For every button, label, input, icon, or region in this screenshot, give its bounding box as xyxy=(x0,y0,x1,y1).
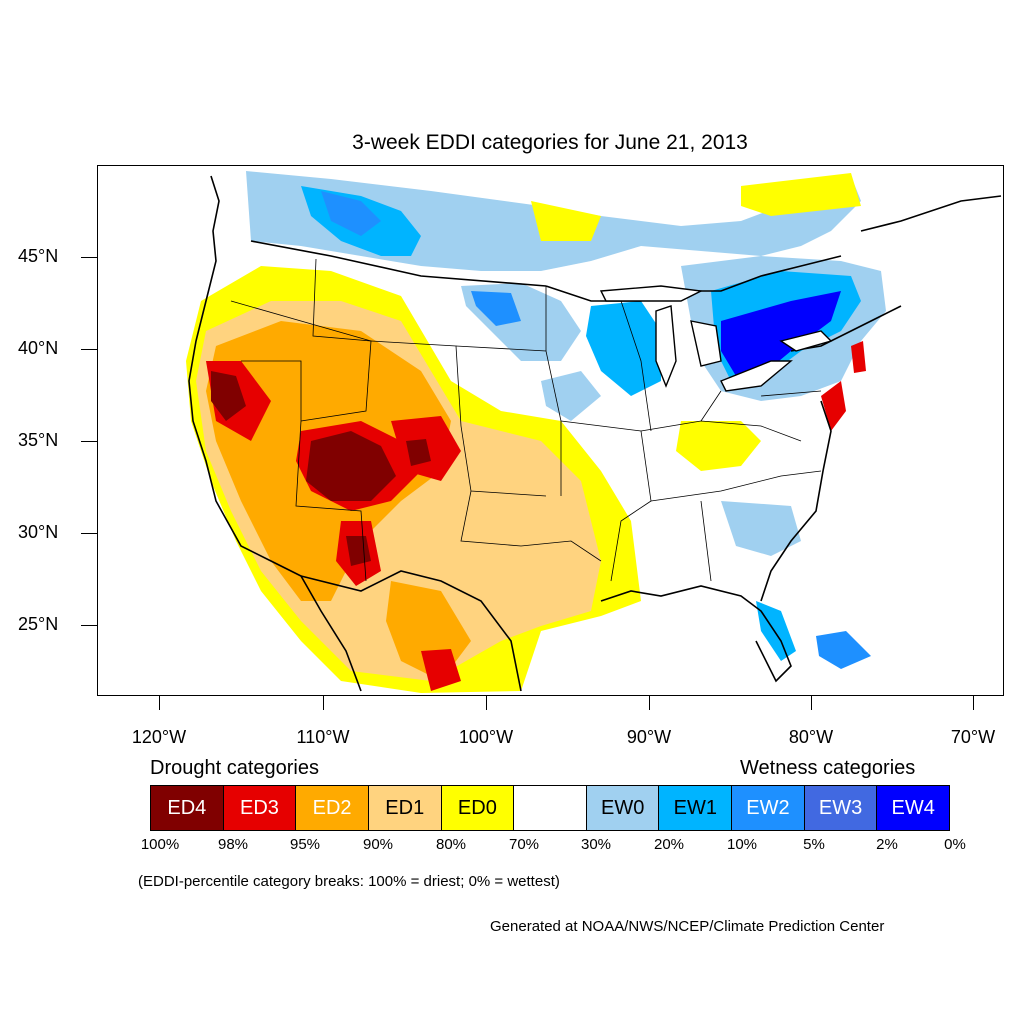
pct-label: 95% xyxy=(289,836,321,853)
lat-tick xyxy=(81,625,97,626)
lon-label-70: 70°W xyxy=(950,727,996,747)
lat-label-40: 40°N xyxy=(18,338,59,358)
eddi-map xyxy=(97,165,1004,696)
pct-label: 90% xyxy=(362,836,394,853)
lon-label-90: 90°W xyxy=(626,727,672,747)
pct-label: 80% xyxy=(435,836,467,853)
legend-box-ed3: ED3 xyxy=(223,786,297,830)
credit-text: Generated at NOAA/NWS/NCEP/Climate Predi… xyxy=(490,918,885,935)
lat-tick xyxy=(81,441,97,442)
lat-tick xyxy=(81,533,97,534)
lon-label-80: 80°W xyxy=(788,727,834,747)
legend-colorbar: ED4 ED3 ED2 ED1 ED0 EW0 EW1 EW2 EW3 EW4 xyxy=(150,785,950,831)
pct-label: 2% xyxy=(876,836,898,853)
lat-label-30: 30°N xyxy=(18,522,59,542)
pct-label: 20% xyxy=(653,836,685,853)
drought-regions xyxy=(186,173,866,693)
pct-label: 10% xyxy=(726,836,758,853)
lon-tick xyxy=(649,696,650,710)
lon-tick xyxy=(811,696,812,710)
state-lines xyxy=(230,258,822,582)
legend-box-ew3: EW3 xyxy=(804,786,878,830)
pct-label: 0% xyxy=(944,836,966,853)
legend-box-ew4: EW4 xyxy=(877,786,950,830)
lat-tick xyxy=(81,349,97,350)
pct-label: 98% xyxy=(217,836,249,853)
map-title: 3-week EDDI categories for June 21, 2013 xyxy=(352,131,748,154)
pct-label: 70% xyxy=(508,836,540,853)
legend-box-ed0: ED0 xyxy=(441,786,515,830)
pct-label: 30% xyxy=(580,836,612,853)
legend-box-ed2: ED2 xyxy=(296,786,369,830)
lon-tick xyxy=(973,696,974,710)
lon-label-100: 100°W xyxy=(458,727,514,747)
lat-label-45: 45°N xyxy=(18,246,59,266)
category-note: (EDDI-percentile category breaks: 100% =… xyxy=(138,873,560,890)
legend-box-ew0: EW0 xyxy=(586,786,660,830)
legend-box-ed4: ED4 xyxy=(151,786,224,830)
lat-label-35: 35°N xyxy=(18,430,59,450)
legend-box-ew1: EW1 xyxy=(659,786,733,830)
legend-box-ed1: ED1 xyxy=(368,786,442,830)
great-lakes xyxy=(599,285,833,392)
boundaries xyxy=(188,175,1002,692)
pct-label: 100% xyxy=(140,836,180,853)
lat-tick xyxy=(81,257,97,258)
legend-box-neutral xyxy=(514,786,587,830)
wetness-regions xyxy=(246,171,886,669)
lon-label-110: 110°W xyxy=(296,727,350,747)
lon-tick xyxy=(159,696,160,710)
lon-tick xyxy=(323,696,324,710)
lat-label-25: 25°N xyxy=(18,614,59,634)
wetness-heading: Wetness categories xyxy=(740,757,916,779)
legend-box-ew2: EW2 xyxy=(732,786,805,830)
drought-heading: Drought categories xyxy=(150,757,319,779)
lon-label-120: 120°W xyxy=(131,727,187,747)
lon-tick xyxy=(486,696,487,710)
pct-label: 5% xyxy=(803,836,825,853)
